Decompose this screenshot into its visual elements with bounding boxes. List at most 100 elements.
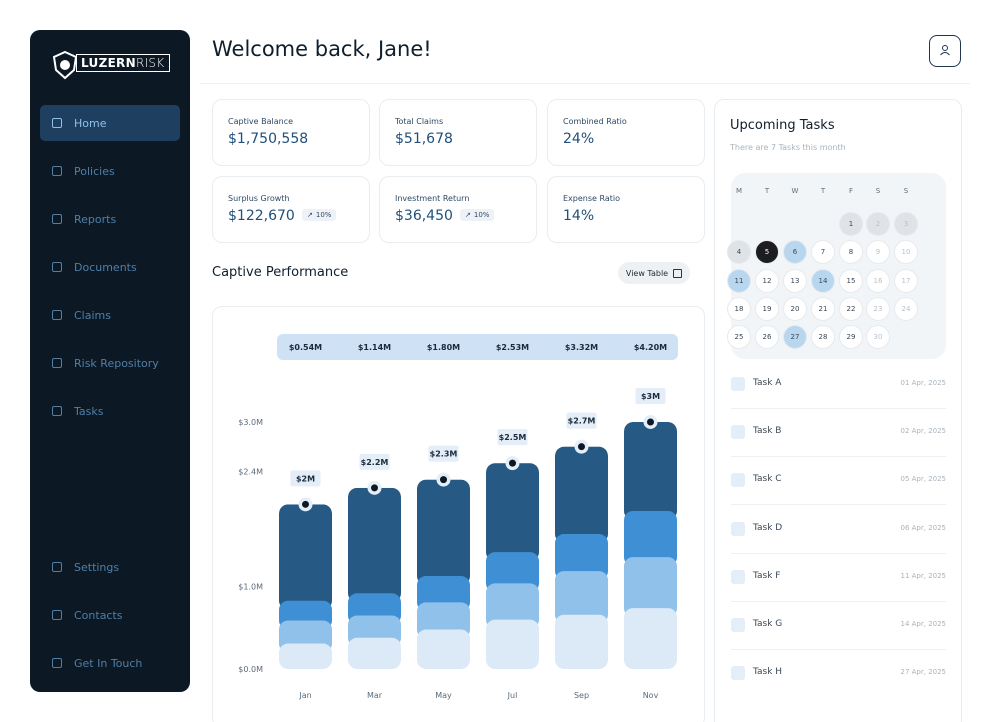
kpi-value: $51,678 <box>395 131 453 147</box>
calendar-day: 10 <box>894 240 918 265</box>
task-date: 27 Apr, 2025 <box>900 668 946 677</box>
kpi-label: Expense Ratio <box>563 194 621 203</box>
task-row[interactable]: Task H 27 Apr, 2025 <box>731 665 946 681</box>
task-row[interactable]: Task F 11 Apr, 2025 <box>731 569 946 585</box>
nav-label: Tasks <box>74 404 104 418</box>
calendar-day: 13 <box>783 268 807 293</box>
task-date: 05 Apr, 2025 <box>900 475 946 484</box>
calendar-day: 4 <box>727 240 751 265</box>
calendar-day: 16 <box>866 268 890 293</box>
summary-label: $4.20M <box>634 343 667 352</box>
bar-segment <box>486 463 539 562</box>
nav-item[interactable]: Reports <box>40 201 180 237</box>
nav-label: Reports <box>74 212 117 226</box>
calendar-day: 6 <box>783 240 807 265</box>
bar-segment <box>279 504 332 610</box>
task-name: Task F <box>753 570 781 581</box>
task-row[interactable]: Task G 14 Apr, 2025 <box>731 617 946 633</box>
nav-item[interactable]: Risk Repository <box>40 345 180 381</box>
bar-segment <box>555 571 608 624</box>
task-name: Task A <box>753 378 782 388</box>
x-tick-label: Sep <box>574 691 589 700</box>
task-icon <box>731 569 745 584</box>
total-label-box <box>428 445 459 462</box>
total-dot <box>647 418 654 426</box>
total-label: $3M <box>641 392 660 401</box>
nav-item[interactable]: Settings <box>40 549 180 585</box>
bar-segment <box>279 643 332 669</box>
bar-segment <box>624 608 677 669</box>
kpi-label: Surplus Growth <box>228 194 290 203</box>
bar-segment <box>486 552 539 593</box>
nav-item[interactable]: Home <box>40 105 180 141</box>
kpi-label: Investment Return <box>395 194 470 203</box>
calendar-day: 8 <box>839 240 863 265</box>
weekday: S <box>875 187 881 195</box>
trend-icon: ↗ <box>465 211 471 219</box>
nav-label: Settings <box>74 560 120 574</box>
kpi-value: $1,750,558 <box>228 131 309 147</box>
task-row[interactable]: Task D 06 Apr, 2025 <box>731 521 946 537</box>
calendar-day: 11 <box>727 268 751 293</box>
summary-label: $2.53M <box>496 343 529 352</box>
task-row[interactable]: Task C 05 Apr, 2025 <box>731 472 946 488</box>
nav-icon <box>52 214 62 224</box>
kpi-label: Combined Ratio <box>563 117 627 126</box>
bar-segment <box>555 614 608 669</box>
task-divider <box>731 456 946 458</box>
summary-label: $1.14M <box>358 343 391 352</box>
nav-item[interactable]: Contacts <box>40 597 180 633</box>
total-dot <box>302 500 309 508</box>
total-label: $2.7M <box>568 417 596 426</box>
nav-icon <box>52 310 62 320</box>
view-table-button[interactable]: View Table <box>618 262 690 284</box>
bar-stack <box>279 504 332 669</box>
calendar-day: 20 <box>783 296 807 321</box>
bar-segment <box>624 557 677 618</box>
total-label-box <box>497 429 528 446</box>
calendar-day: 23 <box>866 296 890 321</box>
calendar-day: 28 <box>811 325 835 350</box>
total-label: $2.3M <box>430 450 458 459</box>
bar-stack <box>624 421 677 669</box>
nav-item[interactable]: Claims <box>40 297 180 333</box>
bar-stack <box>555 446 608 669</box>
kpi-change: ↗ 10% <box>302 209 337 221</box>
task-row[interactable]: Task A 01 Apr, 2025 <box>731 376 946 392</box>
x-tick-label: Jul <box>507 691 518 700</box>
user-button[interactable] <box>929 35 961 67</box>
x-tick-label: Nov <box>643 691 659 700</box>
kpi-value: $122,670 <box>228 208 295 224</box>
nav-item[interactable]: Tasks <box>40 393 180 429</box>
total-label: $2M <box>296 474 315 483</box>
weekday: F <box>848 187 854 195</box>
x-tick-label: May <box>435 691 452 700</box>
task-row[interactable]: Task B 02 Apr, 2025 <box>731 424 946 440</box>
calendar: M T W T F S S 1 2 3 4 5 6 7 8 9 10 11 12 13 14 15 16 17 18 19 20 21… <box>727 173 946 359</box>
calendar-day: 29 <box>839 325 863 350</box>
task-date: 01 Apr, 2025 <box>900 379 946 387</box>
task-date: 02 Apr, 2025 <box>900 427 946 436</box>
bar-stack <box>486 463 539 669</box>
nav-label: Documents <box>74 260 137 274</box>
brand-bold: LUZERN <box>81 56 136 70</box>
kpi-change: ↗ 10% <box>460 209 495 221</box>
table-icon <box>673 268 683 278</box>
bar-segment <box>417 479 470 586</box>
calendar-day: 26 <box>755 325 779 350</box>
nav-item[interactable]: Documents <box>40 249 180 285</box>
nav-icon <box>52 610 62 620</box>
logo: LUZERNRISK <box>76 54 170 72</box>
section-title: Captive Performance <box>212 265 349 280</box>
task-divider <box>731 552 946 554</box>
task-name: Task G <box>753 619 783 629</box>
kpi-value: $36,450 <box>395 208 453 224</box>
task-date: 11 Apr, 2025 <box>900 571 946 580</box>
nav-item[interactable]: Policies <box>40 153 180 189</box>
bar-segment <box>555 534 608 581</box>
nav-item[interactable]: Get In Touch <box>40 645 180 681</box>
nav-label: Claims <box>74 308 111 322</box>
total-label-box <box>635 387 666 404</box>
bar-segment <box>348 487 401 603</box>
